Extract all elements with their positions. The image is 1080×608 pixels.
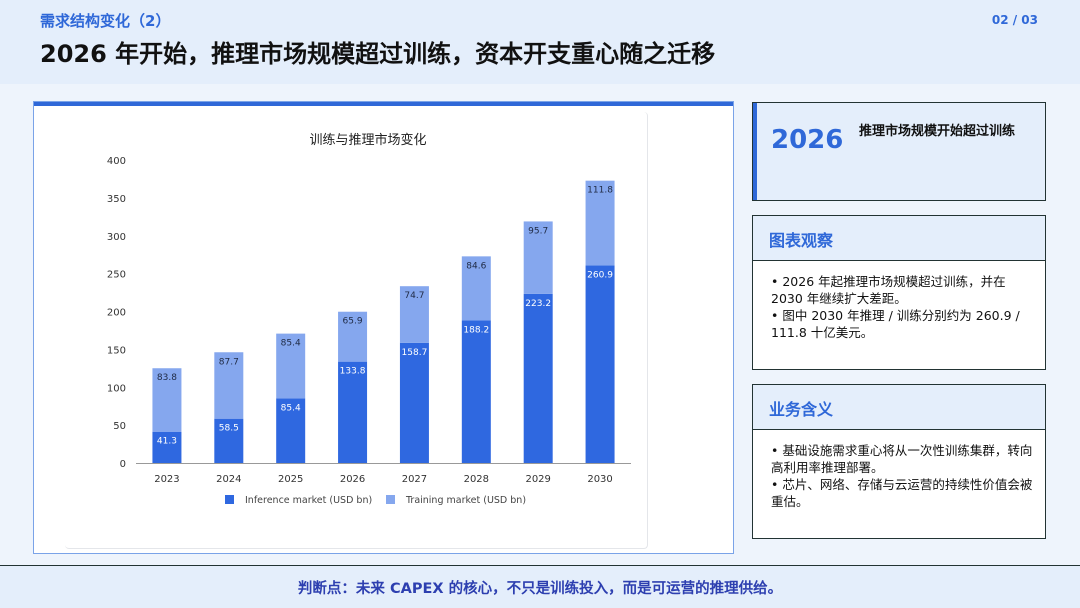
implication-item: • 芯片、网络、存储与云运营的持续性价值会被重估。 — [771, 477, 1033, 509]
training-value-label: 95.7 — [528, 226, 548, 236]
observation-box: 图表观察 • 2026 年起推理市场规模超过训练，并在 2030 年继续扩大差距… — [752, 215, 1046, 370]
bars-group: 41.3 83.8 58.5 87.7 85.4 85.4 133.8 65.9 158.7 74… — [152, 180, 615, 463]
x-tick-label: 2025 — [278, 474, 303, 485]
y-tick-label: 100 — [107, 383, 126, 394]
inference-value-label: 260.9 — [587, 270, 613, 280]
chart-panel — [33, 101, 734, 554]
y-tick-label: 300 — [107, 232, 126, 243]
x-axis: 2023 2024 2025 2026 2027 2028 2029 2030 — [136, 463, 631, 485]
inference-bar — [585, 265, 615, 463]
training-value-label: 85.4 — [281, 339, 301, 349]
observation-item: • 2026 年起推理市场规模超过训练，并在 2030 年继续扩大差距。 — [771, 274, 1006, 306]
observation-title: 图表观察 — [769, 231, 834, 250]
x-tick-label: 2027 — [402, 474, 427, 485]
inference-bar — [214, 418, 244, 463]
observation-header: 图表观察 — [753, 216, 1045, 261]
x-tick-label: 2023 — [154, 474, 179, 485]
legend-label-training: Training market (USD bn) — [405, 495, 526, 506]
x-tick-label: 2029 — [525, 474, 550, 485]
training-bar — [276, 333, 306, 399]
footer-conclusion: 判断点：未来 CAPEX 的核心，不只是训练投入，而是可运营的推理供给。 — [297, 581, 783, 597]
y-tick-label: 50 — [113, 421, 126, 432]
training-value-label: 84.6 — [466, 261, 486, 271]
header-band: 需求结构变化（2） 02 / 03 2026 年开始，推理市场规模超过训练，资本… — [0, 0, 1080, 84]
training-bar — [399, 286, 429, 343]
inference-bar — [152, 431, 182, 463]
inference-bar — [276, 398, 306, 463]
section-kicker: 需求结构变化（2） — [40, 12, 171, 30]
y-tick-label: 250 — [107, 270, 126, 281]
inference-value-label: 58.5 — [219, 424, 239, 434]
key-year-text: 推理市场规模开始超过训练 — [859, 124, 1016, 139]
stacked-bar-chart: 训练与推理市场变化 0 50 100 150 200 250 300 350 400 41.3 8… — [107, 132, 631, 506]
inference-bar — [461, 320, 491, 463]
implication-title: 业务含义 — [769, 400, 834, 419]
training-bar — [585, 180, 615, 266]
training-value-label: 83.8 — [157, 373, 177, 383]
training-bar — [338, 311, 368, 362]
training-value-label: 87.7 — [219, 357, 239, 367]
y-axis: 0 50 100 150 200 250 300 350 400 — [107, 156, 126, 470]
x-tick-label: 2026 — [340, 474, 365, 485]
implication-box: 业务含义 • 基础设施需求重心将从一次性训练集群，转向高利用率推理部署。 • 芯… — [752, 384, 1046, 539]
key-year: 2026 — [771, 125, 844, 155]
key-year-accent — [753, 103, 757, 200]
x-tick-label: 2030 — [587, 474, 612, 485]
legend-swatch-training — [386, 495, 395, 504]
implication-list: • 基础设施需求重心将从一次性训练集群，转向高利用率推理部署。 • 芯片、网络、… — [771, 442, 1033, 510]
chart-card-outline — [65, 112, 648, 549]
inference-bar — [338, 361, 368, 463]
inference-value-label: 223.2 — [525, 299, 551, 309]
page-number: 02 / 03 — [991, 13, 1038, 27]
page-title: 2026 年开始，推理市场规模超过训练，资本开支重心随之迁移 — [40, 40, 716, 68]
inference-value-label: 158.7 — [402, 348, 428, 358]
inference-value-label: 85.4 — [281, 403, 301, 413]
y-tick-label: 200 — [107, 308, 126, 319]
key-year-box: 2026 推理市场规模开始超过训练 — [752, 102, 1046, 201]
inference-value-label: 188.2 — [463, 325, 489, 335]
x-tick-label: 2028 — [464, 474, 489, 485]
observation-item: • 图中 2030 年推理 / 训练分别约为 260.9 / 111.8 十亿美… — [771, 308, 1020, 340]
y-tick-label: 350 — [107, 194, 126, 205]
implication-header: 业务含义 — [753, 385, 1045, 430]
training-value-label: 74.7 — [404, 291, 424, 301]
implication-item: • 基础设施需求重心将从一次性训练集群，转向高利用率推理部署。 — [771, 443, 1033, 475]
x-tick-label: 2024 — [216, 474, 241, 485]
chart-legend: Inference market (USD bn) Training market… — [225, 495, 526, 506]
training-value-label: 65.9 — [343, 317, 363, 327]
inference-bar — [399, 342, 429, 463]
chart-title: 训练与推理市场变化 — [309, 132, 426, 148]
chart-panel-accent-bar — [34, 102, 733, 106]
inference-value-label: 133.8 — [340, 367, 366, 377]
y-tick-label: 400 — [107, 156, 126, 167]
legend-label-inference: Inference market (USD bn) — [245, 495, 372, 506]
training-value-label: 111.8 — [587, 186, 613, 196]
inference-bar — [523, 293, 553, 463]
training-bar — [152, 368, 182, 432]
y-tick-label: 0 — [120, 459, 126, 470]
training-bar — [214, 352, 244, 419]
observation-list: • 2026 年起推理市场规模超过训练，并在 2030 年继续扩大差距。 • 图… — [771, 273, 1033, 341]
training-bar — [523, 221, 553, 294]
y-tick-label: 150 — [107, 345, 126, 356]
legend-swatch-inference — [225, 495, 234, 504]
footer-band: 判断点：未来 CAPEX 的核心，不只是训练投入，而是可运营的推理供给。 — [0, 565, 1080, 608]
training-bar — [461, 256, 491, 321]
inference-value-label: 41.3 — [157, 437, 177, 447]
